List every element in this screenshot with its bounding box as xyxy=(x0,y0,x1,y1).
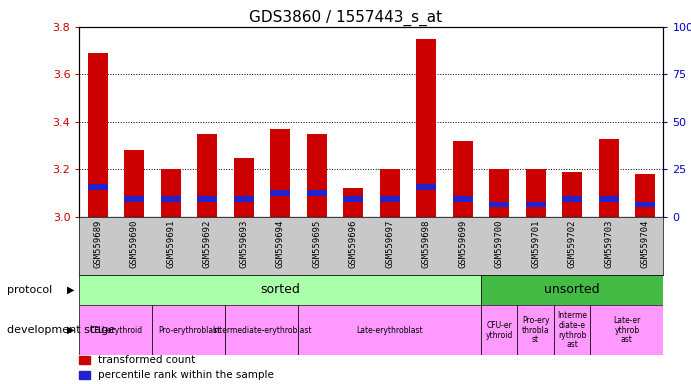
Text: Pro-ery
throbla
st: Pro-ery throbla st xyxy=(522,316,549,344)
Bar xyxy=(489,202,509,207)
Bar xyxy=(234,157,254,217)
Text: GSM559703: GSM559703 xyxy=(604,220,613,268)
Text: GSM559689: GSM559689 xyxy=(93,220,102,268)
Bar xyxy=(88,184,108,190)
Bar xyxy=(79,275,481,305)
Bar xyxy=(598,139,618,217)
Text: GSM559699: GSM559699 xyxy=(458,220,467,268)
Text: Intermediate-erythroblast: Intermediate-erythroblast xyxy=(212,326,312,335)
Text: Interme
diate-e
rythrob
ast: Interme diate-e rythrob ast xyxy=(557,311,587,349)
Bar xyxy=(124,195,144,202)
Text: GDS3860 / 1557443_s_at: GDS3860 / 1557443_s_at xyxy=(249,10,442,26)
Text: Late-erythroblast: Late-erythroblast xyxy=(357,326,423,335)
Legend: transformed count, percentile rank within the sample: transformed count, percentile rank withi… xyxy=(79,355,274,381)
Bar xyxy=(234,195,254,202)
Bar xyxy=(562,172,582,217)
Bar xyxy=(153,305,225,355)
Text: ▶: ▶ xyxy=(67,285,75,295)
Bar xyxy=(453,195,473,202)
Bar xyxy=(526,169,546,217)
Bar xyxy=(307,134,327,217)
Bar xyxy=(124,151,144,217)
Bar xyxy=(635,202,655,207)
Bar xyxy=(161,169,181,217)
Bar xyxy=(197,195,217,202)
Bar xyxy=(453,141,473,217)
Text: GSM559702: GSM559702 xyxy=(567,220,576,268)
Bar xyxy=(270,129,290,217)
Text: CFU-erythroid: CFU-erythroid xyxy=(89,326,142,335)
Text: GSM559693: GSM559693 xyxy=(239,220,248,268)
Text: GSM559704: GSM559704 xyxy=(641,220,650,268)
Bar xyxy=(518,305,554,355)
Text: CFU-er
ythroid: CFU-er ythroid xyxy=(486,321,513,339)
Text: protocol: protocol xyxy=(7,285,52,295)
Text: GSM559691: GSM559691 xyxy=(167,220,176,268)
Bar xyxy=(635,174,655,217)
Bar xyxy=(88,53,108,217)
Bar xyxy=(554,305,590,355)
Bar xyxy=(343,195,363,202)
Bar xyxy=(526,202,546,207)
Bar xyxy=(416,184,436,190)
Bar xyxy=(270,190,290,195)
Text: GSM559697: GSM559697 xyxy=(385,220,394,268)
Bar xyxy=(161,195,181,202)
Text: unsorted: unsorted xyxy=(545,283,600,296)
Bar xyxy=(489,169,509,217)
Text: GSM559701: GSM559701 xyxy=(531,220,540,268)
Bar xyxy=(299,305,481,355)
Text: GSM559698: GSM559698 xyxy=(422,220,430,268)
Bar xyxy=(307,190,327,195)
Text: ▶: ▶ xyxy=(67,325,75,335)
Bar xyxy=(598,195,618,202)
Bar xyxy=(79,305,153,355)
Bar xyxy=(416,39,436,217)
Text: GSM559696: GSM559696 xyxy=(349,220,358,268)
Text: Late-er
ythrob
ast: Late-er ythrob ast xyxy=(613,316,641,344)
Text: GSM559700: GSM559700 xyxy=(495,220,504,268)
Text: Pro-erythroblast: Pro-erythroblast xyxy=(158,326,220,335)
Bar xyxy=(481,275,663,305)
Text: GSM559695: GSM559695 xyxy=(312,220,321,268)
Text: GSM559694: GSM559694 xyxy=(276,220,285,268)
Bar xyxy=(379,169,399,217)
Text: sorted: sorted xyxy=(261,283,300,296)
Bar xyxy=(343,189,363,217)
Bar xyxy=(481,305,518,355)
Bar xyxy=(225,305,299,355)
Bar xyxy=(197,134,217,217)
Text: GSM559692: GSM559692 xyxy=(202,220,211,268)
Bar xyxy=(590,305,663,355)
Text: GSM559690: GSM559690 xyxy=(130,220,139,268)
Bar xyxy=(379,195,399,202)
Text: development stage: development stage xyxy=(7,325,115,335)
Bar xyxy=(562,195,582,202)
